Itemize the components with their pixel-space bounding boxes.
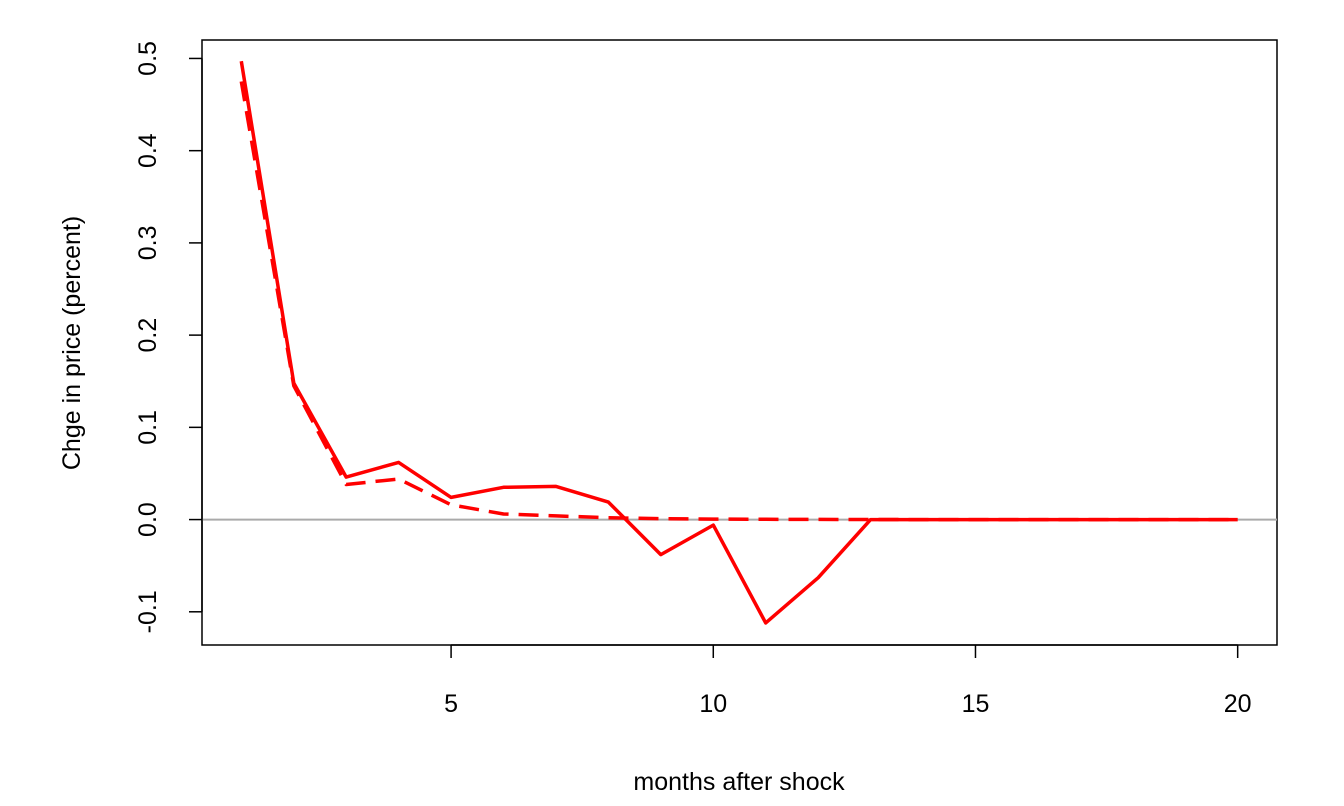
y-tick-label: 0.2 xyxy=(134,318,162,353)
x-axis-label: months after shock xyxy=(633,768,845,796)
x-tick-label: 10 xyxy=(699,690,727,718)
x-tick-label: 5 xyxy=(444,690,458,718)
y-tick-label: -0.1 xyxy=(134,590,162,633)
series-line-dashed xyxy=(239,81,1238,522)
plot-frame xyxy=(201,39,1278,646)
x-axis: 5 10 15 20 xyxy=(444,644,1252,718)
y-tick-label: 0.1 xyxy=(134,410,162,445)
y-tick-label: 0.0 xyxy=(134,502,162,537)
y-tick-label: 0.4 xyxy=(134,133,162,168)
x-tick-label: 20 xyxy=(1224,690,1252,718)
series-layer xyxy=(239,60,1238,625)
y-axis: -0.1 0.0 0.1 0.2 0.3 0.4 0.5 xyxy=(134,41,203,633)
x-tick-label: 15 xyxy=(962,690,990,718)
series-line-solid xyxy=(239,60,1238,625)
y-tick-label: 0.3 xyxy=(134,226,162,261)
y-tick-label: 0.5 xyxy=(134,41,162,76)
y-axis-label: Chge in price (percent) xyxy=(58,216,86,470)
